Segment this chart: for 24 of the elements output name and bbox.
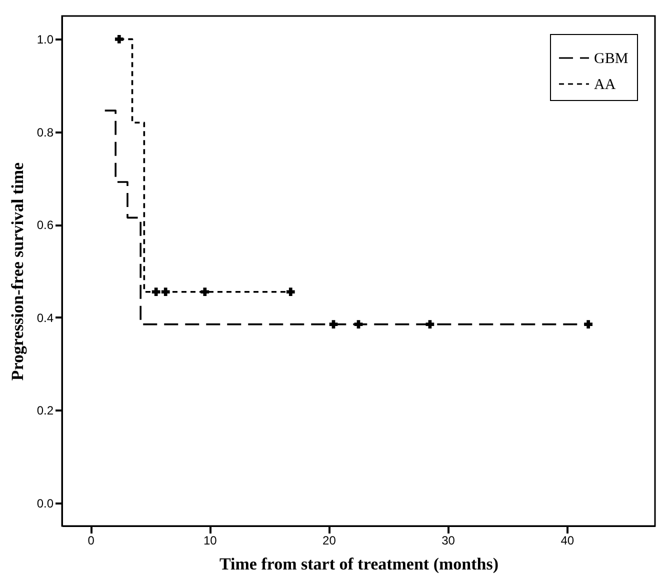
legend-label: AA — [594, 77, 616, 93]
y-tick-label: 0.6 — [36, 218, 54, 232]
y-tick-label: 0.2 — [36, 404, 54, 418]
legend-label: GBM — [594, 51, 628, 67]
point — [426, 320, 434, 328]
y-tick-label: 0.8 — [36, 125, 54, 140]
point — [354, 320, 363, 328]
y-tick-label: 0.4 — [36, 310, 54, 325]
point — [286, 288, 295, 296]
x-tick-label: 40 — [560, 534, 574, 548]
point — [161, 288, 170, 296]
y-axis-title: Progression-free survival time — [8, 162, 27, 381]
x-axis-title: Time from start of treatment (months) — [219, 554, 499, 574]
y-tick-label: 0.0 — [36, 496, 54, 510]
x-tick-label: 20 — [322, 534, 336, 548]
x-tick-label: 30 — [442, 534, 456, 548]
point — [329, 320, 338, 328]
x-tick-label: 10 — [203, 534, 218, 548]
x-tick-label: 0 — [88, 534, 95, 548]
point — [584, 320, 592, 328]
point — [114, 35, 124, 44]
point — [152, 288, 160, 296]
y-tick-label: 1.0 — [36, 32, 54, 47]
point — [200, 288, 210, 296]
